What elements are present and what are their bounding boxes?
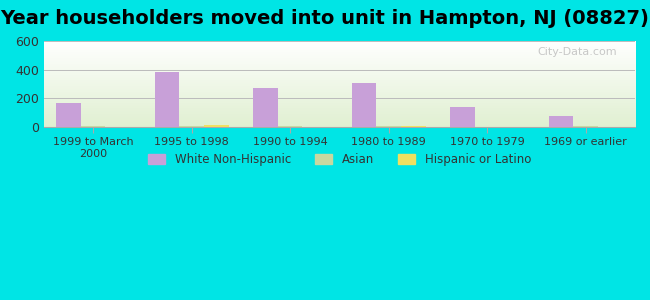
Bar — [155, 72, 179, 127]
Bar — [179, 126, 204, 127]
Bar — [204, 125, 229, 127]
Bar — [253, 88, 278, 127]
Bar — [573, 126, 598, 127]
Bar — [352, 83, 376, 127]
Bar — [56, 103, 81, 127]
Bar — [401, 126, 426, 127]
Legend: White Non-Hispanic, Asian, Hispanic or Latino: White Non-Hispanic, Asian, Hispanic or L… — [143, 148, 536, 171]
Text: City-Data.com: City-Data.com — [538, 47, 618, 57]
Text: Year householders moved into unit in Hampton, NJ (08827): Year householders moved into unit in Ham… — [1, 9, 649, 28]
Bar — [81, 126, 105, 127]
Bar — [376, 126, 401, 127]
Bar — [450, 107, 475, 127]
Bar — [278, 126, 302, 127]
Bar — [549, 116, 573, 127]
